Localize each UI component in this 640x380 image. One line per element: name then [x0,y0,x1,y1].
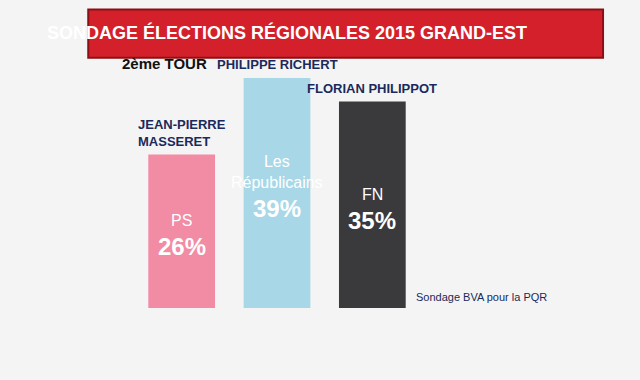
svg-text:Sondage BVA pour la PQR: Sondage BVA pour la PQR [416,291,547,303]
svg-text:SONDAGE ÉLECTIONS RÉGIONALES 2: SONDAGE ÉLECTIONS RÉGIONALES 2015 GRAND-… [47,22,527,43]
svg-text:PS: PS [171,212,192,229]
svg-text:26%: 26% [158,233,206,260]
svg-text:PHILIPPE RICHERT: PHILIPPE RICHERT [217,57,338,72]
svg-text:2ème TOUR: 2ème TOUR [122,55,207,72]
svg-text:39%: 39% [253,195,301,222]
svg-text:35%: 35% [348,207,396,234]
svg-text:FN: FN [362,186,383,203]
svg-text:FLORIAN PHILIPPOT: FLORIAN PHILIPPOT [307,81,437,96]
svg-text:LesRépublicains: LesRépublicains [231,153,323,191]
svg-text:JEAN-PIERREMASSERET: JEAN-PIERREMASSERET [138,117,226,149]
